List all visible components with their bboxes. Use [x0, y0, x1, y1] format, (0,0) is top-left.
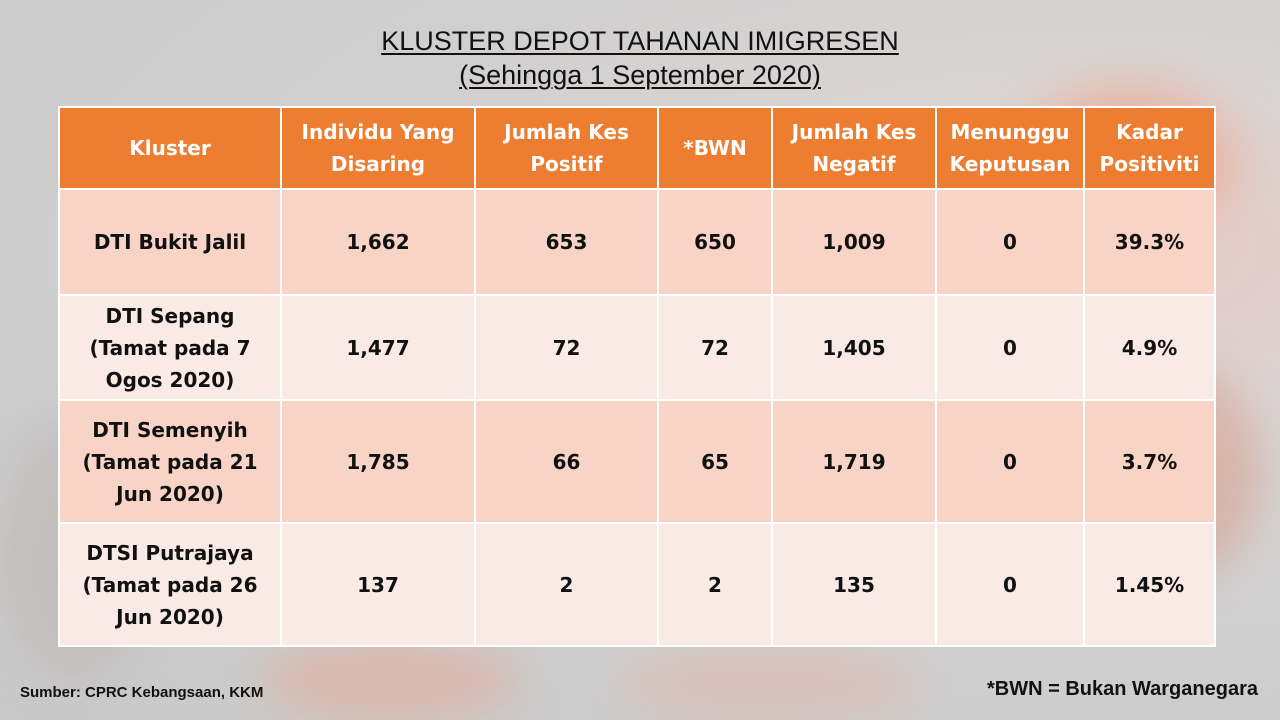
kluster-note: Ogos 2020): [105, 367, 235, 392]
header-kadar-positiviti: Kadar Positiviti: [1083, 106, 1216, 190]
cell-positif: 66: [474, 399, 659, 524]
kluster-table: Kluster Individu Yang Disaring Jumlah Ke…: [58, 106, 1216, 647]
title-line-1: KLUSTER DEPOT TAHANAN IMIGRESEN: [381, 26, 899, 56]
kluster-name: DTI Sepang: [105, 303, 235, 328]
cell-negatif: 1,719: [771, 399, 937, 524]
cell-menunggu: 0: [935, 522, 1085, 647]
header-text: Kadar: [1116, 120, 1183, 144]
cell-individu: 1,785: [280, 399, 476, 524]
cell-menunggu: 0: [935, 188, 1085, 296]
cell-kluster: DTSI Putrajaya (Tamat pada 26 Jun 2020): [58, 522, 282, 647]
header-text: Positiviti: [1099, 152, 1200, 176]
kluster-note: (Tamat pada 7: [89, 335, 251, 360]
cell-bwn: 65: [657, 399, 773, 524]
kluster-name: DTSI Putrajaya: [86, 540, 254, 565]
cell-menunggu: 0: [935, 294, 1085, 401]
table-row: DTI Bukit Jalil 1,662 653 650 1,009 0 39…: [58, 188, 1216, 296]
cell-menunggu: 0: [935, 399, 1085, 524]
cell-kadar: 39.3%: [1083, 188, 1216, 296]
background-blur-decoration: [260, 640, 520, 720]
table-header-row: Kluster Individu Yang Disaring Jumlah Ke…: [58, 106, 1216, 190]
cell-negatif: 1,405: [771, 294, 937, 401]
cell-bwn: 2: [657, 522, 773, 647]
kluster-name: DTI Bukit Jalil: [93, 230, 247, 254]
cell-individu: 1,662: [280, 188, 476, 296]
header-text: Keputusan: [949, 152, 1071, 176]
header-text: Kluster: [129, 136, 211, 160]
bwn-footnote: *BWN = Bukan Warganegara: [987, 678, 1258, 700]
header-kes-positif: Jumlah Kes Positif: [474, 106, 659, 190]
cell-bwn: 72: [657, 294, 773, 401]
kluster-note: Jun 2020): [116, 481, 224, 506]
kluster-note: (Tamat pada 21: [82, 449, 258, 474]
cell-kadar: 3.7%: [1083, 399, 1216, 524]
header-kluster: Kluster: [58, 106, 282, 190]
header-text: Jumlah Kes: [791, 120, 917, 144]
cell-negatif: 135: [771, 522, 937, 647]
cell-kluster: DTI Sepang (Tamat pada 7 Ogos 2020): [58, 294, 282, 401]
background-blur-decoration: [620, 650, 920, 720]
table-row: DTSI Putrajaya (Tamat pada 26 Jun 2020) …: [58, 522, 1216, 647]
cell-individu: 137: [280, 522, 476, 647]
kluster-note: (Tamat pada 26: [82, 572, 258, 597]
table-row: DTI Semenyih (Tamat pada 21 Jun 2020) 1,…: [58, 399, 1216, 524]
header-text: Menunggu: [950, 120, 1070, 144]
cell-kadar: 1.45%: [1083, 522, 1216, 647]
cell-kluster: DTI Bukit Jalil: [58, 188, 282, 296]
header-text: *BWN: [683, 136, 747, 160]
cell-individu: 1,477: [280, 294, 476, 401]
title-line-2: (Sehingga 1 September 2020): [459, 60, 821, 90]
header-menunggu-keputusan: Menunggu Keputusan: [935, 106, 1085, 190]
cell-positif: 653: [474, 188, 659, 296]
header-text: Individu Yang: [301, 120, 455, 144]
header-text: Positif: [530, 152, 603, 176]
cell-kadar: 4.9%: [1083, 294, 1216, 401]
header-individu-disaring: Individu Yang Disaring: [280, 106, 476, 190]
header-text: Negatif: [812, 152, 896, 176]
cell-bwn: 650: [657, 188, 773, 296]
header-text: Disaring: [330, 152, 426, 176]
header-text: Jumlah Kes: [504, 120, 629, 144]
header-bwn: *BWN: [657, 106, 773, 190]
source-note: Sumber: CPRC Kebangsaan, KKM: [20, 684, 264, 701]
cell-positif: 72: [474, 294, 659, 401]
cell-kluster: DTI Semenyih (Tamat pada 21 Jun 2020): [58, 399, 282, 524]
cell-positif: 2: [474, 522, 659, 647]
kluster-note: Jun 2020): [116, 604, 224, 629]
header-kes-negatif: Jumlah Kes Negatif: [771, 106, 937, 190]
slide-title: KLUSTER DEPOT TAHANAN IMIGRESEN (Sehingg…: [0, 24, 1280, 92]
table-row: DTI Sepang (Tamat pada 7 Ogos 2020) 1,47…: [58, 294, 1216, 401]
kluster-name: DTI Semenyih: [92, 417, 248, 442]
cell-negatif: 1,009: [771, 188, 937, 296]
